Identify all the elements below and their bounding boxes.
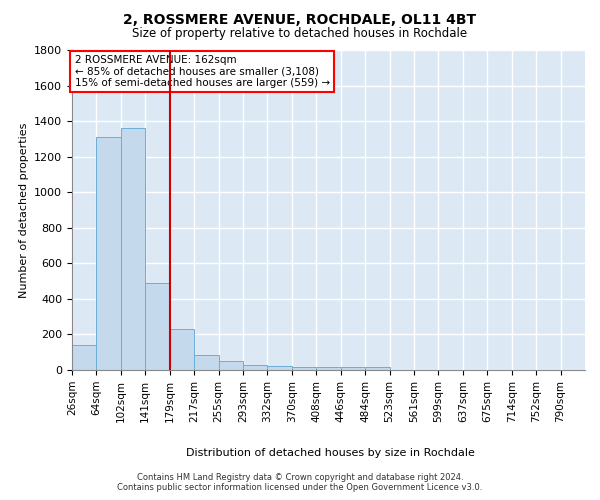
Bar (145, 283, 170, 370)
Bar (170, 329, 194, 370)
Bar (268, 366, 292, 370)
Bar (365, 368, 389, 370)
Text: Contains HM Land Registry data © Crown copyright and database right 2024.
Contai: Contains HM Land Registry data © Crown c… (118, 473, 482, 492)
Bar (243, 364, 268, 370)
Text: 2 ROSSMERE AVENUE: 162sqm
← 85% of detached houses are smaller (3,108)
15% of se: 2 ROSSMERE AVENUE: 162sqm ← 85% of detac… (74, 55, 329, 88)
Y-axis label: Number of detached properties: Number of detached properties (19, 122, 29, 298)
Text: Size of property relative to detached houses in Rochdale: Size of property relative to detached ho… (133, 28, 467, 40)
Text: Distribution of detached houses by size in Rochdale: Distribution of detached houses by size … (185, 448, 475, 458)
Bar (292, 368, 316, 370)
Bar (341, 368, 365, 370)
Bar (218, 361, 243, 370)
Bar (97, 137, 121, 370)
Bar (72, 345, 97, 370)
Bar (121, 128, 145, 370)
Bar (194, 355, 218, 370)
Bar (316, 368, 341, 370)
Text: 2, ROSSMERE AVENUE, ROCHDALE, OL11 4BT: 2, ROSSMERE AVENUE, ROCHDALE, OL11 4BT (124, 12, 476, 26)
